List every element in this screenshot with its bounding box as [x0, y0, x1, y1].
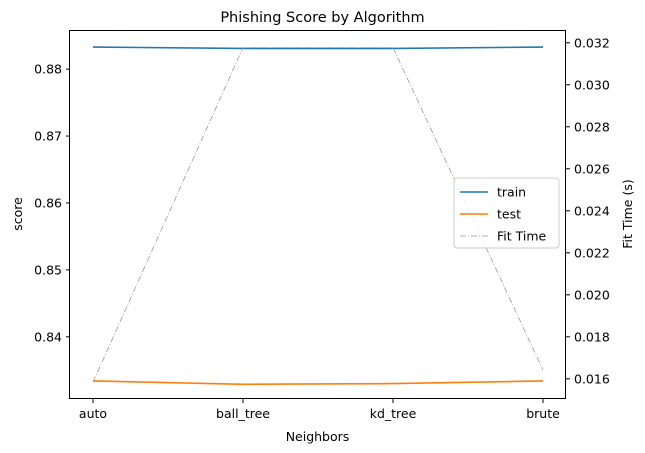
y-tick-label: 0.88 [34, 62, 62, 77]
series-line-test [92, 380, 544, 386]
plot-area-frame [69, 30, 566, 399]
y-tick-label: 0.85 [34, 262, 62, 277]
legend: train test Fit Time [453, 177, 560, 249]
y-axis-left: 0.84 0.85 0.86 0.87 0.88 [34, 62, 70, 344]
legend-label: test [497, 207, 521, 222]
y2-tick-label: 0.018 [574, 329, 610, 344]
y2-axis-label: Fit Time (s) [620, 179, 635, 248]
chart-title: Phishing Score by Algorithm [220, 10, 424, 26]
x-tick-label: brute [526, 406, 560, 421]
x-tick-label: ball_tree [216, 406, 270, 421]
y2-tick-label: 0.024 [574, 203, 610, 218]
y2-tick-label: 0.030 [574, 77, 610, 92]
y-tick-label: 0.87 [34, 129, 62, 144]
y2-tick-label: 0.026 [574, 161, 610, 176]
y-axis-label: score [10, 197, 25, 231]
y2-tick-label: 0.028 [574, 119, 610, 134]
x-axis-label: Neighbors [286, 429, 350, 444]
series-line-train [92, 46, 544, 50]
x-tick-label: kd_tree [370, 406, 417, 421]
y2-tick-label: 0.032 [574, 35, 610, 50]
y2-tick-label: 0.022 [574, 245, 610, 260]
legend-box [453, 177, 560, 249]
x-tick-label: auto [79, 406, 107, 421]
legend-label: Fit Time [497, 229, 547, 244]
y2-tick-label: 0.020 [574, 287, 610, 302]
y-tick-label: 0.86 [34, 195, 62, 210]
x-axis: auto ball_tree kd_tree brute [79, 399, 560, 421]
y-tick-label: 0.84 [34, 329, 62, 344]
legend-label: train [497, 185, 526, 200]
y-axis-right: 0.016 0.018 0.020 0.022 0.024 0.026 0.028 0.030… [566, 35, 610, 386]
y2-tick-label: 0.016 [574, 371, 610, 386]
